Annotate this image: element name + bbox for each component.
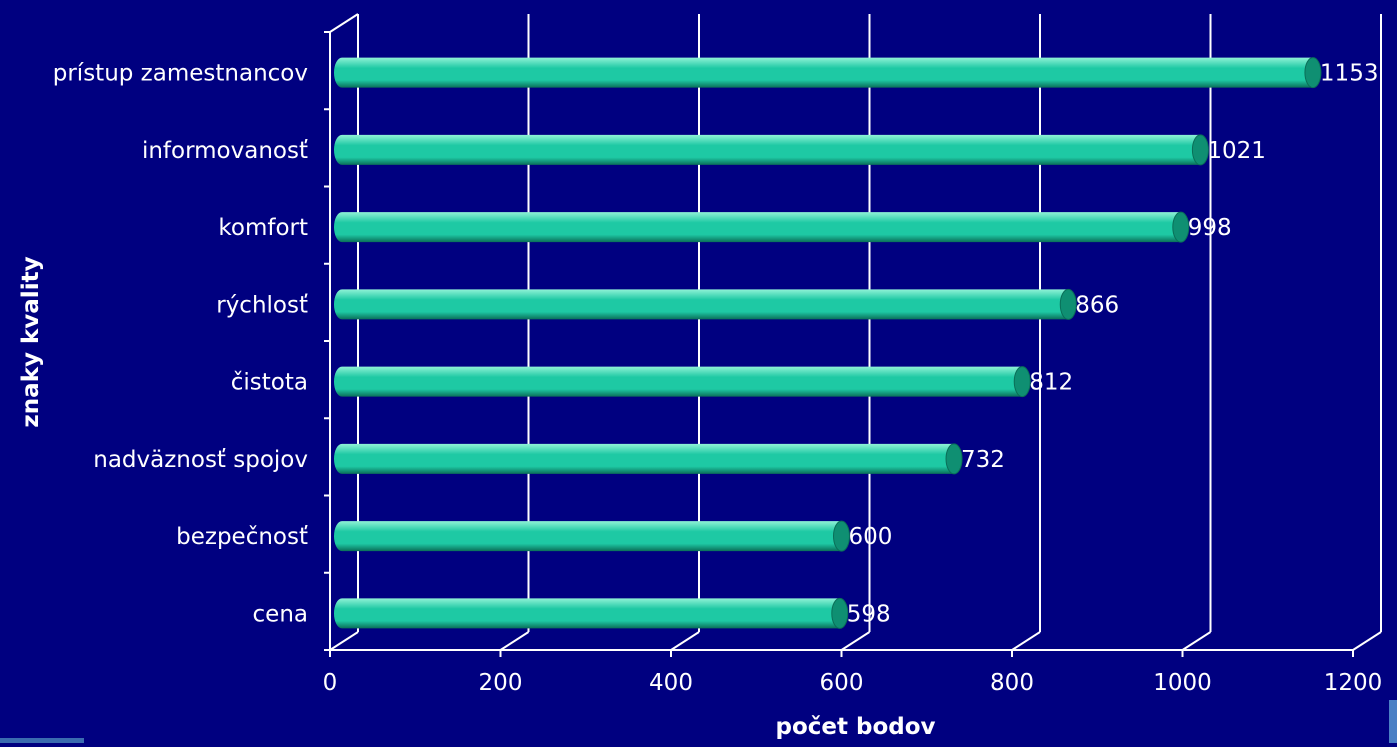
bar [334,366,1031,397]
bar-group [334,288,1077,320]
x-tick-label: 600 [820,670,864,696]
bar-end-cap [1059,288,1077,320]
x-tick-label: 0 [323,670,338,696]
floor-depth-line [329,631,359,651]
data-label: 1021 [1207,138,1266,164]
data-label: 600 [849,524,893,550]
y-tick-label: informovanosť [142,138,308,164]
bar-end-cap [1191,134,1209,166]
data-label: 732 [961,447,1005,473]
slide-corner-decoration-right [1389,700,1397,743]
bar-group [334,520,850,552]
x-axis-title: počet bodov [775,714,935,740]
y-tick-label: rýchlosť [216,292,308,318]
data-label: 812 [1029,370,1073,396]
x-tick-label: 200 [479,670,523,696]
slide-corner-decoration-left [0,738,84,743]
bar-end-cap [945,443,963,475]
bar-group [334,366,1031,398]
y-tick-label: čistota [231,370,308,396]
y-tick-label: cena [253,601,308,627]
x-tick-label: 1200 [1324,670,1383,696]
bar [334,598,848,629]
bar-end-cap [1013,366,1031,398]
floor-depth-line [1181,631,1212,651]
floor-depth-line [499,631,530,651]
bar-group [334,597,849,629]
bar-end-cap [1172,211,1190,243]
bar [334,212,1189,243]
bar-end-cap [833,520,850,552]
wall-top-depth-line [329,13,359,33]
y-tick-label: nadväznosť spojov [93,447,308,473]
x-tick-label: 1000 [1153,670,1212,696]
y-axis-title: znaky kvality [18,256,44,427]
data-label: 1153 [1320,61,1379,87]
bar [334,443,963,474]
bar-end-cap [831,597,849,629]
bar [334,57,1321,88]
data-label: 998 [1188,215,1232,241]
bar [334,289,1077,320]
y-tick-label: komfort [218,215,308,241]
bar [334,134,1209,165]
y-tick-label: bezpečnosť [176,524,308,550]
floor-depth-line [1011,631,1041,651]
data-label: 598 [847,601,891,627]
data-label: 866 [1075,292,1119,318]
floor-depth-line [670,631,700,651]
bar-group [334,57,1322,89]
bar [334,521,850,552]
x-tick-label: 800 [990,670,1034,696]
bar-end-cap [1304,57,1322,89]
y-tick-label: prístup zamestnancov [53,61,308,87]
bar-group [334,211,1190,243]
floor-depth-line [840,631,871,651]
bar-group [334,443,963,475]
x-tick-label: 400 [649,670,693,696]
floor-depth-line [1352,631,1382,651]
bar-group [334,134,1209,166]
